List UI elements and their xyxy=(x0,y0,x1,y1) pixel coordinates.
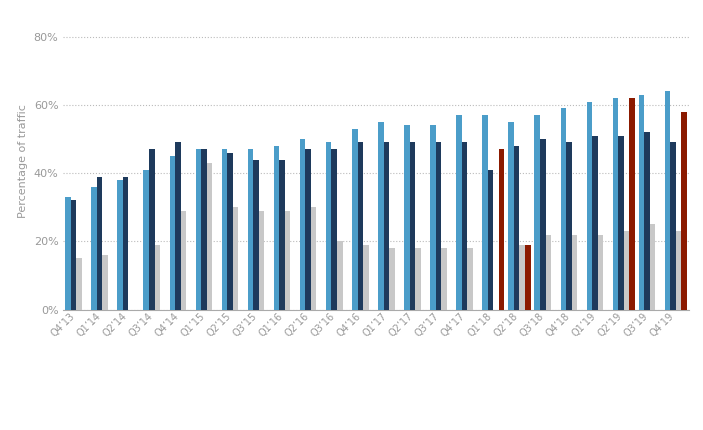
Bar xyxy=(441,248,447,310)
Bar xyxy=(508,122,514,310)
Bar xyxy=(201,149,207,310)
Bar xyxy=(71,200,77,310)
Bar xyxy=(149,149,155,310)
Bar xyxy=(467,248,473,310)
Bar xyxy=(482,115,488,310)
Bar xyxy=(520,245,525,310)
Bar xyxy=(639,95,644,310)
Bar xyxy=(525,245,531,310)
Bar xyxy=(123,177,129,310)
Bar xyxy=(97,177,103,310)
Bar xyxy=(546,235,551,310)
Bar xyxy=(363,245,368,310)
Bar xyxy=(77,258,82,310)
Bar xyxy=(618,136,624,310)
Bar xyxy=(572,235,577,310)
Bar xyxy=(671,142,676,310)
Bar xyxy=(681,112,687,310)
Bar xyxy=(358,142,363,310)
Bar xyxy=(540,139,546,310)
Bar xyxy=(613,98,618,310)
Bar xyxy=(279,160,285,310)
Bar xyxy=(629,98,635,310)
Bar xyxy=(169,156,175,310)
Bar xyxy=(300,139,305,310)
Bar xyxy=(195,149,201,310)
Bar xyxy=(665,91,671,310)
Bar xyxy=(436,142,441,310)
Bar xyxy=(259,211,264,310)
Bar xyxy=(65,197,71,310)
Bar xyxy=(415,248,421,310)
Bar xyxy=(273,146,279,310)
Bar xyxy=(389,248,394,310)
Bar xyxy=(175,142,181,310)
Bar xyxy=(384,142,389,310)
Bar xyxy=(676,231,681,310)
Bar xyxy=(326,142,331,310)
Bar xyxy=(534,115,540,310)
Bar xyxy=(598,235,603,310)
Bar xyxy=(650,224,655,310)
Bar xyxy=(337,241,342,310)
Bar xyxy=(410,142,415,310)
Bar xyxy=(430,126,436,310)
Bar xyxy=(404,126,410,310)
Bar xyxy=(499,149,505,310)
Bar xyxy=(253,160,259,310)
Bar xyxy=(592,136,598,310)
Bar xyxy=(285,211,290,310)
Bar xyxy=(462,142,467,310)
Bar xyxy=(227,153,233,310)
Bar xyxy=(181,211,186,310)
Bar xyxy=(586,101,592,310)
Bar xyxy=(352,129,358,310)
Bar xyxy=(456,115,462,310)
Bar xyxy=(207,163,212,310)
Bar xyxy=(247,149,253,310)
Bar xyxy=(221,149,227,310)
Bar xyxy=(514,146,520,310)
Bar xyxy=(566,142,572,310)
Bar xyxy=(233,207,238,310)
Bar xyxy=(305,149,311,310)
Bar xyxy=(644,132,650,310)
Bar xyxy=(311,207,316,310)
Bar xyxy=(331,149,337,310)
Bar xyxy=(560,108,566,310)
Bar xyxy=(117,180,123,310)
Bar xyxy=(143,170,149,310)
Bar xyxy=(155,245,160,310)
Bar xyxy=(378,122,384,310)
Bar xyxy=(488,170,494,310)
Bar xyxy=(91,187,97,310)
Y-axis label: Percentage of traffic: Percentage of traffic xyxy=(18,104,28,218)
Bar xyxy=(624,231,629,310)
Bar xyxy=(103,255,108,310)
